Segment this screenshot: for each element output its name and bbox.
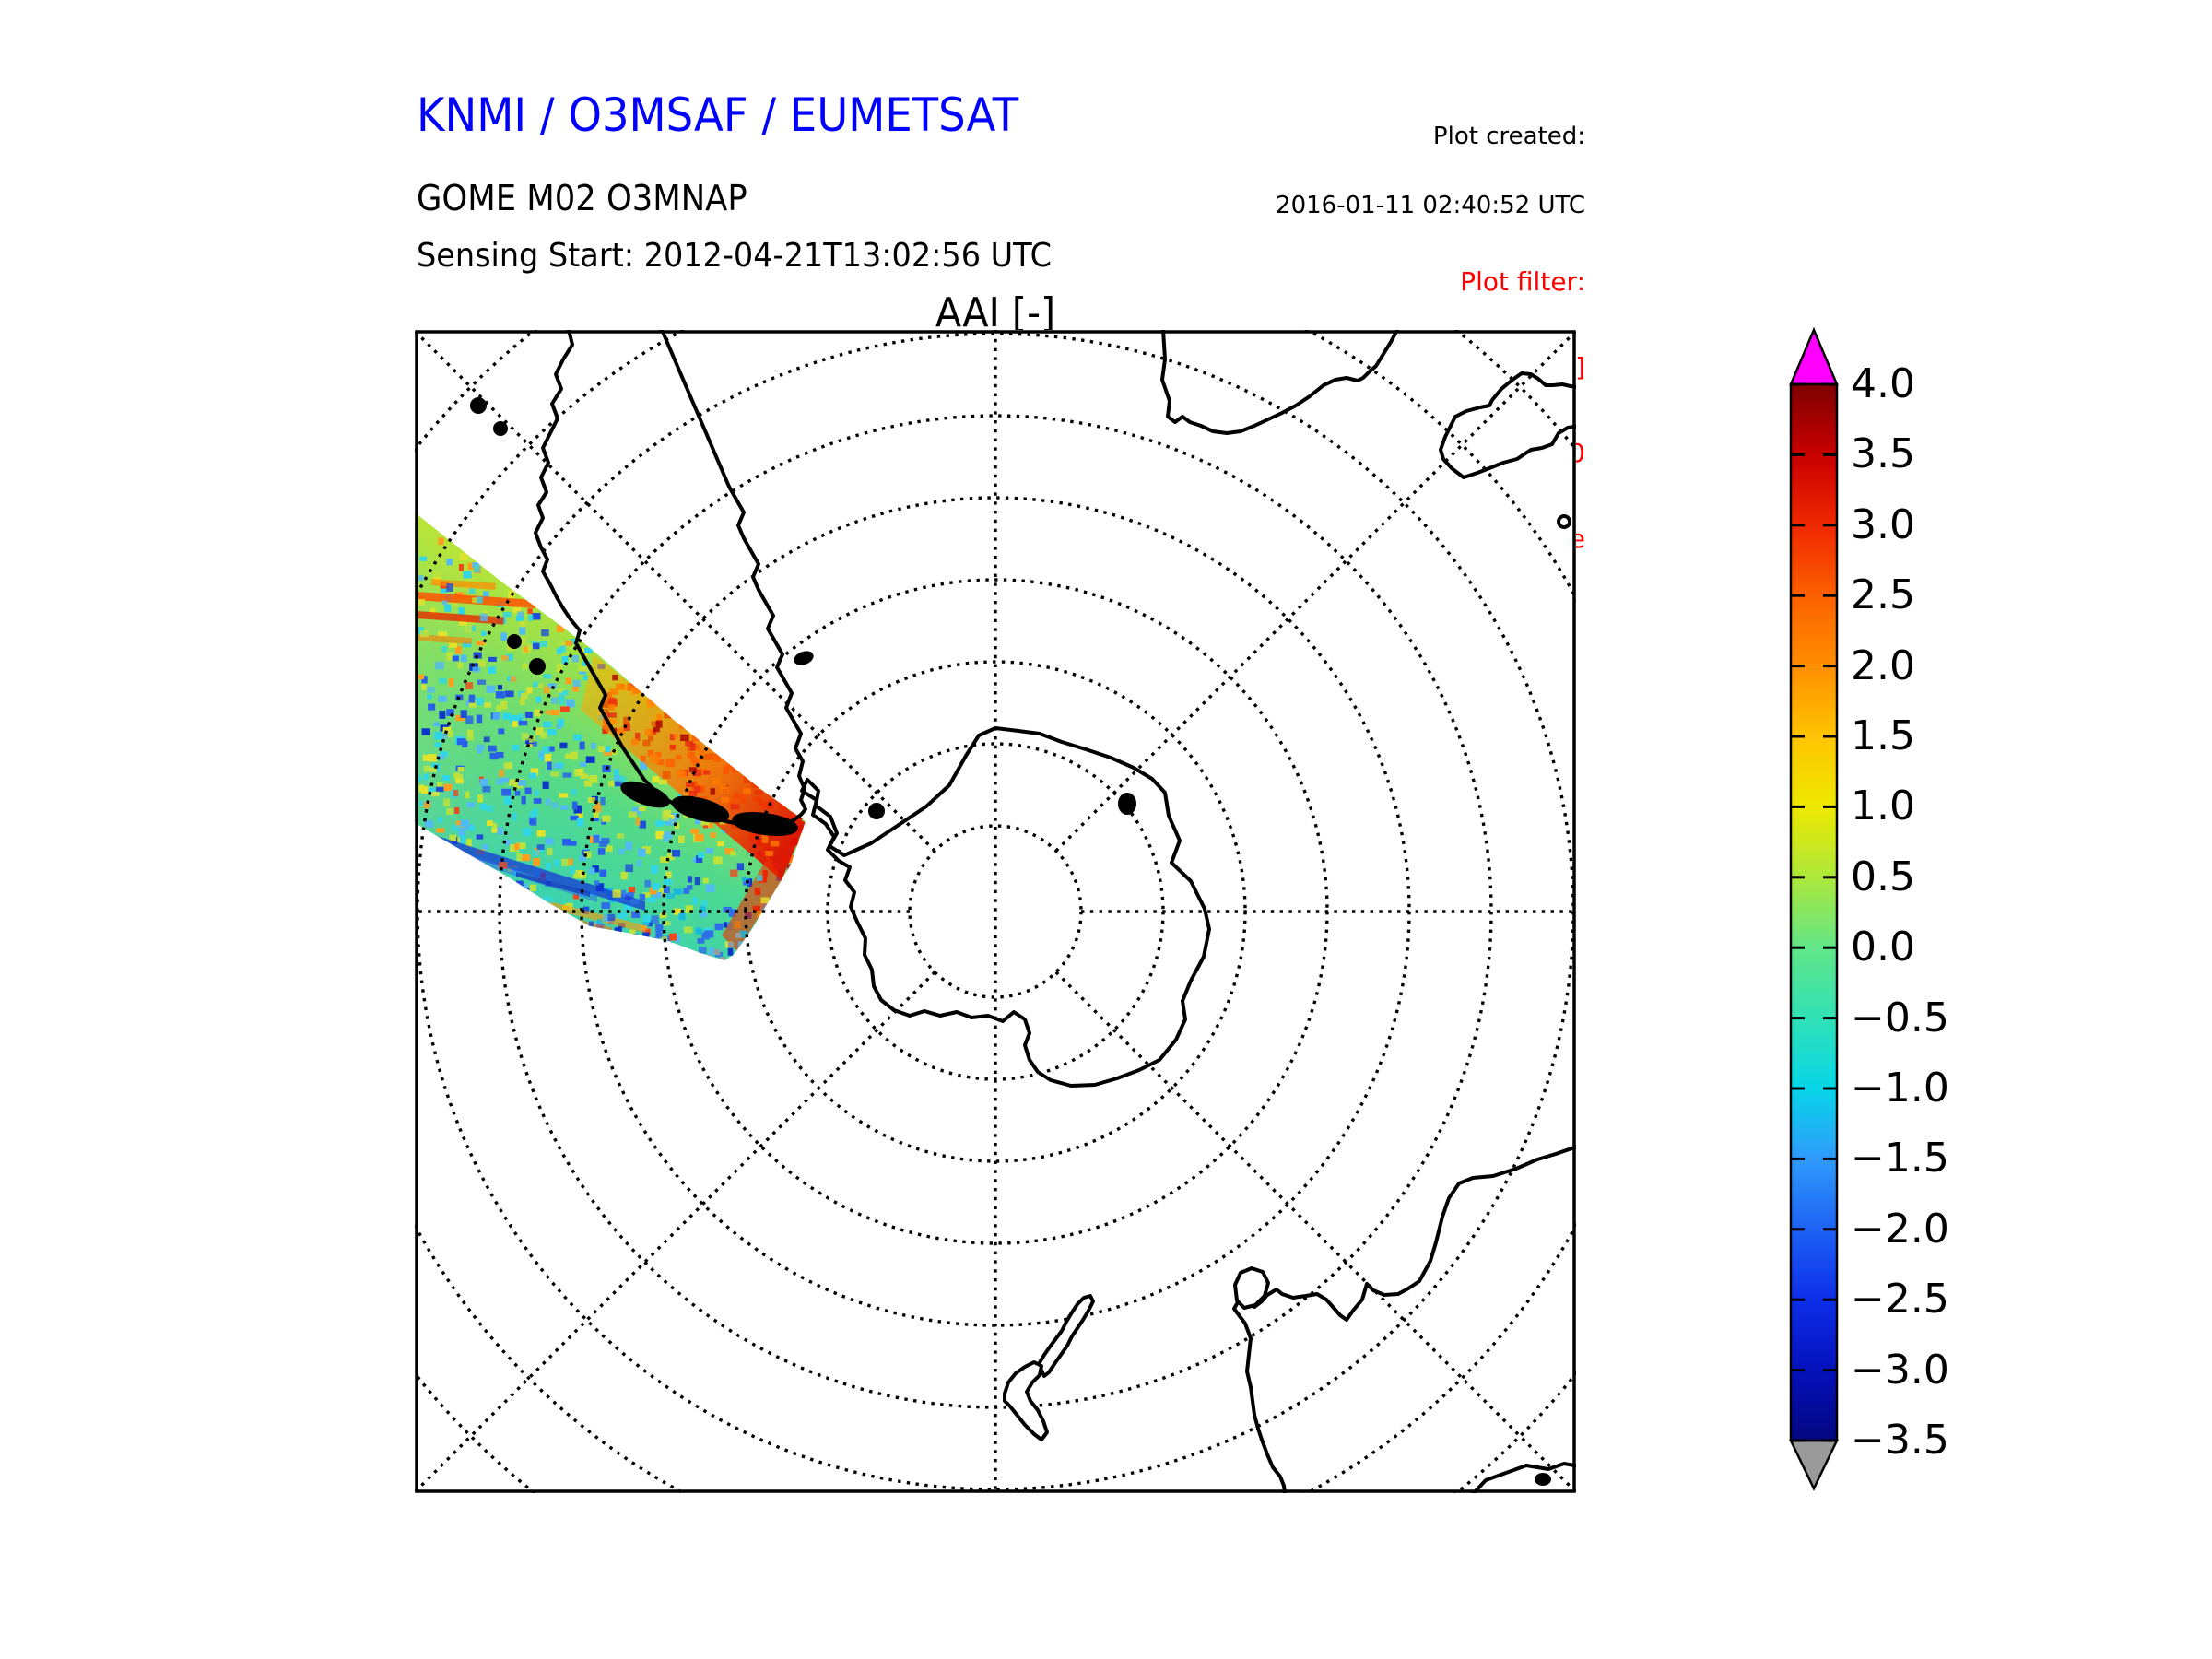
plot-created-block: Plot created: 2016-01-11 02:40:52 UTC (1143, 79, 1585, 264)
product-line: GOME M02 O3MNAP (417, 178, 747, 218)
colorbar-tick-label: −1.0 (1851, 1065, 1949, 1112)
colorbar-tick-label: 1.5 (1851, 712, 1915, 759)
colorbar-tick-label: 0.0 (1851, 924, 1915, 971)
colorbar-tick-label: 2.5 (1851, 571, 1915, 619)
colorbar-tick-label: 3.5 (1851, 430, 1915, 478)
colorbar-gradient-bar (1789, 382, 1839, 1442)
colorbar-tick-label: −0.5 (1851, 994, 1949, 1041)
coastlines (470, 330, 1576, 1493)
plot-created-label: Plot created: (1432, 123, 1585, 150)
map-svg (415, 330, 1576, 1493)
data-swath (415, 512, 806, 960)
colorbar-tick-label: −1.5 (1851, 1135, 1949, 1182)
colorbar-ticks (1792, 382, 1836, 1442)
colorbar-tick-label: 3.0 (1851, 500, 1915, 548)
sensing-start-line: Sensing Start: 2012-04-21T13:02:56 UTC (417, 237, 1053, 275)
colorbar-tick-label: 1.0 (1851, 782, 1915, 830)
colorbar-over-arrow (1789, 326, 1839, 386)
chart-title: AAI [-] (935, 289, 1056, 336)
colorbar-tick-label: −2.5 (1851, 1276, 1949, 1324)
colorbar-svg (1789, 326, 1839, 1491)
colorbar-tick-label: −3.0 (1851, 1346, 1949, 1394)
plot-created-timestamp: 2016-01-11 02:40:52 UTC (1276, 192, 1585, 219)
filter-line-1: Plot filter: (1460, 266, 1585, 297)
colorbar-tick-label: −2.0 (1851, 1205, 1949, 1253)
colorbar-tick-label: 4.0 (1851, 360, 1915, 407)
brand-title: KNMI / O3MSAF / EUMETSAT (417, 88, 1019, 142)
colorbar-under-arrow (1789, 1439, 1839, 1491)
colorbar-tick-label: −3.5 (1851, 1417, 1949, 1464)
map-frame (415, 330, 1576, 1493)
colorbar-tick-label: 2.0 (1851, 641, 1915, 689)
colorbar-tick-label: 0.5 (1851, 853, 1915, 900)
